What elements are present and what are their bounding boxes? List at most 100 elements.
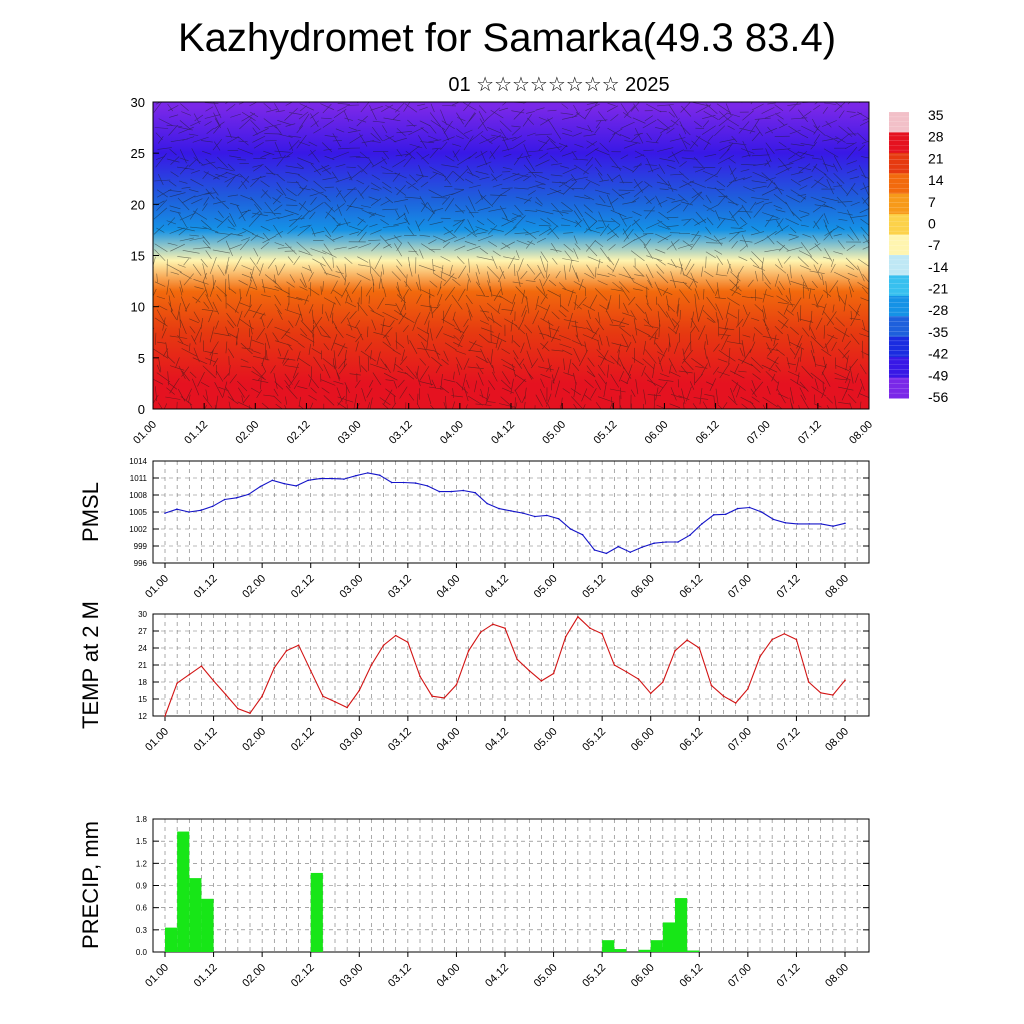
precip-bar bbox=[687, 950, 700, 952]
data-point bbox=[200, 665, 203, 667]
data-point bbox=[450, 490, 453, 493]
data-point bbox=[358, 689, 361, 692]
data-point bbox=[665, 541, 667, 543]
data-point bbox=[334, 701, 336, 703]
colorbar-label: 0 bbox=[928, 215, 936, 231]
data-point bbox=[686, 639, 688, 641]
data-point bbox=[617, 545, 620, 548]
ytick-label: 24 bbox=[138, 644, 147, 653]
data-point bbox=[522, 512, 524, 514]
heatmap-ytick-label: 5 bbox=[138, 351, 145, 366]
data-point bbox=[577, 616, 579, 618]
data-point bbox=[247, 493, 250, 496]
colorbar-swatch bbox=[889, 112, 909, 133]
data-point bbox=[176, 682, 178, 684]
data-point bbox=[736, 507, 739, 510]
colorbar-label: 14 bbox=[928, 172, 944, 188]
data-point bbox=[164, 512, 166, 514]
data-point bbox=[796, 523, 799, 525]
data-point bbox=[760, 511, 763, 513]
data-point bbox=[394, 634, 397, 637]
heatmap-xtick-label: 07.12 bbox=[796, 419, 824, 447]
ytick-label: 999 bbox=[134, 542, 148, 551]
xtick-label: 02.12 bbox=[289, 573, 317, 601]
xtick-label: 04.12 bbox=[483, 573, 511, 601]
data-point bbox=[557, 518, 560, 520]
data-point bbox=[486, 502, 488, 505]
data-point bbox=[581, 533, 584, 536]
data-point bbox=[844, 522, 846, 525]
xtick-label: 05.00 bbox=[532, 573, 560, 601]
colorbar: 35 28 21 14 7 0 -7 -14 -21 -28 -35 -42 -49 -56 bbox=[889, 107, 948, 405]
colorbar-label: -35 bbox=[928, 324, 948, 340]
precip-bar bbox=[189, 878, 202, 952]
ytick-label: 1002 bbox=[129, 525, 147, 534]
xtick-label: 03.12 bbox=[386, 726, 414, 754]
data-point bbox=[662, 681, 664, 683]
data-point bbox=[510, 510, 512, 512]
ytick-label: 18 bbox=[138, 678, 147, 687]
data-point bbox=[605, 552, 608, 555]
precip-bar bbox=[201, 898, 214, 952]
data-point bbox=[795, 638, 798, 641]
data-point bbox=[261, 695, 263, 697]
colorbar-label: -49 bbox=[928, 367, 948, 383]
xtick-label: 04.00 bbox=[435, 962, 463, 990]
colorbar-swatch bbox=[889, 152, 909, 174]
data-point bbox=[235, 497, 238, 499]
data-point bbox=[589, 627, 591, 629]
data-point bbox=[674, 650, 676, 652]
data-point bbox=[625, 671, 628, 673]
data-point bbox=[455, 684, 458, 686]
precip-bar bbox=[650, 940, 663, 952]
data-point bbox=[498, 507, 500, 510]
data-point bbox=[438, 490, 441, 493]
data-point bbox=[188, 511, 190, 513]
xtick-label: 05.00 bbox=[532, 726, 560, 754]
data-point bbox=[724, 513, 727, 516]
data-point bbox=[677, 541, 679, 543]
precip-bar bbox=[614, 949, 627, 952]
colorbar-swatch bbox=[889, 173, 909, 195]
data-point bbox=[259, 485, 262, 488]
data-point bbox=[601, 633, 603, 635]
heatmap-xtick-label: 02.00 bbox=[233, 419, 261, 447]
grid bbox=[153, 818, 869, 953]
data-point bbox=[820, 523, 822, 525]
ytick-label: 1008 bbox=[129, 491, 147, 500]
xtick-label: 02.12 bbox=[289, 726, 317, 754]
chart-subtitle: 01 ☆☆☆☆☆☆☆☆ 2025 bbox=[448, 74, 670, 96]
data-point bbox=[346, 706, 348, 709]
data-point bbox=[382, 644, 385, 646]
data-point bbox=[164, 715, 166, 717]
data-point bbox=[771, 638, 773, 641]
data-point bbox=[211, 505, 214, 508]
precip-bar bbox=[165, 927, 178, 952]
heatmap-xtick-label: 07.00 bbox=[745, 419, 773, 447]
heatmap-xtick-label: 03.00 bbox=[336, 419, 364, 447]
data-point bbox=[443, 697, 446, 699]
xtick-label: 03.00 bbox=[337, 573, 365, 601]
xtick-label: 01.12 bbox=[192, 962, 220, 990]
xtick-label: 04.00 bbox=[435, 573, 463, 601]
xtick-label: 04.12 bbox=[483, 726, 511, 754]
heatmap-xtick-label: 08.00 bbox=[847, 419, 875, 447]
xtick-label: 05.12 bbox=[580, 726, 608, 754]
xtick-label: 02.00 bbox=[240, 573, 268, 601]
data-point bbox=[295, 485, 298, 487]
data-point bbox=[528, 669, 531, 672]
data-point bbox=[593, 549, 596, 551]
data-point bbox=[390, 481, 393, 484]
heatmap-ytick-label: 25 bbox=[131, 146, 145, 161]
data-point bbox=[319, 477, 321, 480]
data-point bbox=[431, 695, 433, 697]
heatmap-ytick-label: 10 bbox=[131, 300, 145, 315]
data-point bbox=[784, 521, 787, 524]
data-point bbox=[223, 498, 226, 501]
heatmap-xtick-label: 02.12 bbox=[285, 419, 313, 447]
ytick-label: 1.2 bbox=[136, 859, 148, 868]
heatmap-xtick-label: 05.12 bbox=[591, 419, 619, 447]
data-point bbox=[343, 478, 345, 480]
xtick-label: 03.00 bbox=[337, 962, 365, 990]
